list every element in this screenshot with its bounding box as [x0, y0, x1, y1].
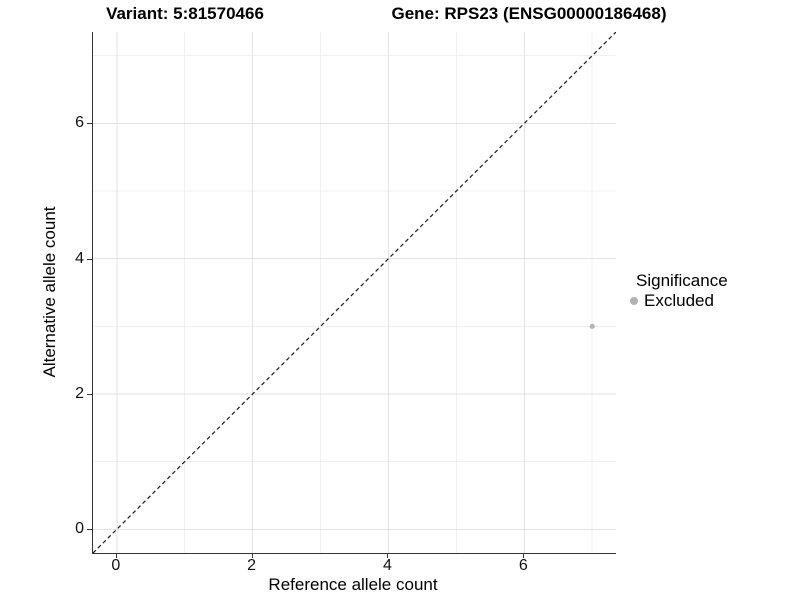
x-tick-label: 4	[383, 557, 392, 574]
legend: Significance Excluded	[630, 271, 728, 311]
plot-panel	[92, 32, 616, 554]
y-tick-label: 0	[75, 520, 84, 538]
y-axis-title: Alternative allele count	[40, 206, 59, 378]
y-tick-mark	[87, 529, 92, 531]
data-point	[589, 323, 595, 329]
y-tick-label: 2	[75, 384, 84, 402]
x-tick-mark	[115, 553, 117, 558]
plot-title-gene: Gene: RPS23 (ENSG00000186468)	[391, 4, 667, 23]
x-tick-mark	[387, 553, 389, 558]
x-tick-label: 2	[247, 557, 257, 574]
legend-item: Excluded	[630, 291, 728, 311]
plot-canvas	[93, 32, 616, 553]
legend-item-label: Excluded	[644, 291, 714, 310]
x-tick-mark	[251, 553, 253, 558]
x-tick-mark	[523, 553, 525, 558]
plot-title-variant: Variant: 5:81570466	[106, 4, 264, 23]
y-tick-mark	[87, 258, 92, 260]
legend-title: Significance	[636, 271, 728, 290]
y-tick-label: 6	[75, 114, 84, 132]
x-tick-label: 0	[111, 557, 121, 574]
x-axis-title: Reference allele count	[268, 575, 438, 594]
y-tick-mark	[87, 393, 92, 395]
legend-items: Excluded	[630, 291, 728, 311]
x-tick-label: 6	[518, 557, 528, 574]
y-tick-mark	[87, 123, 92, 125]
identity-line	[93, 32, 616, 553]
legend-point-icon	[630, 297, 638, 305]
y-tick-label: 4	[75, 249, 84, 267]
